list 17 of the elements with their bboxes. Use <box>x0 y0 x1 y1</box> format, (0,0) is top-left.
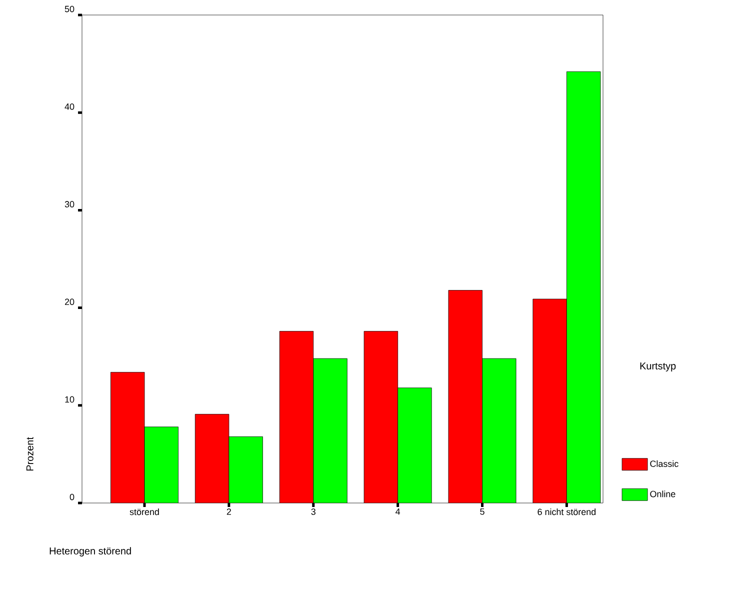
x-tick-label: 5 <box>480 508 484 515</box>
x-tick-label: 2 <box>226 508 231 515</box>
y-tick-label: 30 <box>64 201 74 208</box>
y-tick-label: 20 <box>64 298 74 305</box>
y-axis-title: Prozent <box>26 437 34 471</box>
y-tick-label: 50 <box>64 6 74 12</box>
x-axis-title: Heterogen störend <box>50 547 131 556</box>
y-tick-label: 10 <box>65 396 74 403</box>
x-tick-label: 3 <box>311 508 316 515</box>
y-tick-label: 0 <box>70 494 74 500</box>
x-tick-label: 6 nicht störend <box>538 508 596 516</box>
y-tick-label: 40 <box>64 103 74 110</box>
x-tick-label: 4 <box>396 508 400 515</box>
x-tick-label: störend <box>130 508 159 516</box>
legend-label: Classic <box>650 460 678 467</box>
legend-label: Online <box>650 490 676 498</box>
legend-title: Kurtstyp <box>640 362 676 372</box>
